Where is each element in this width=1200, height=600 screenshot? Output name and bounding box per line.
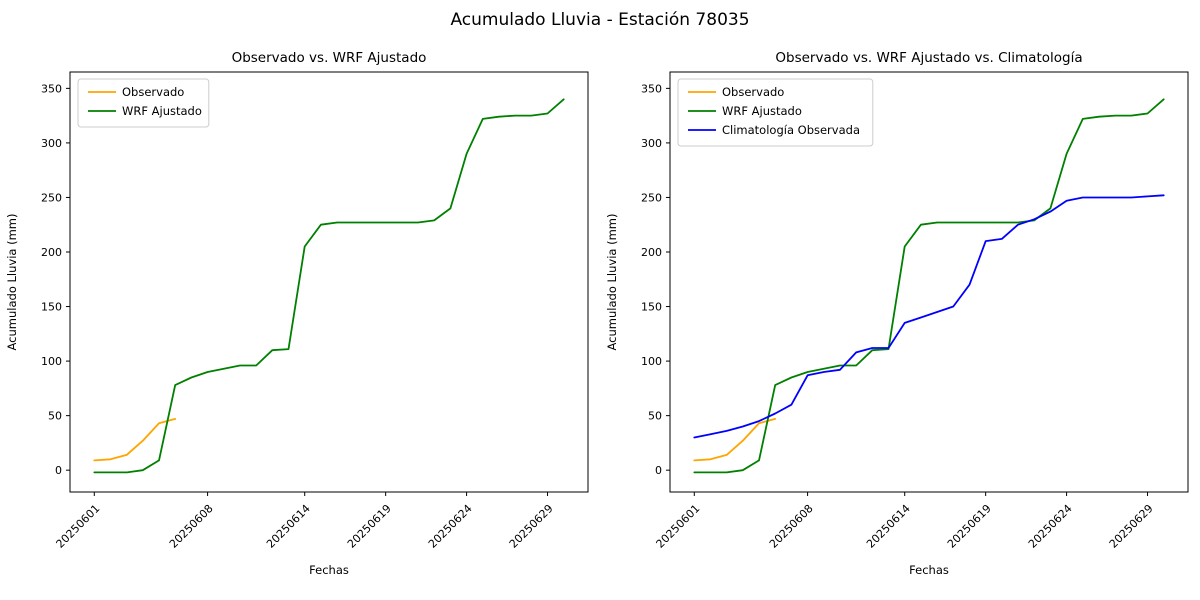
y-tick-label: 350 (41, 82, 62, 95)
x-tick-label: 20250629 (1107, 502, 1156, 551)
y-tick-label: 150 (41, 301, 62, 314)
x-tick-label: 20250629 (507, 502, 556, 551)
legend-box (77, 78, 210, 128)
series-line-climatolog-a-observada (693, 194, 1165, 439)
series-line-observado (93, 418, 177, 462)
x-tick-label: 20250614 (864, 502, 913, 551)
y-tick-label: 250 (641, 191, 662, 204)
y-tick-label: 200 (641, 246, 662, 259)
x-tick-label: 20250624 (426, 502, 475, 551)
legend-label: Observado (122, 85, 184, 99)
y-tick-label: 300 (41, 137, 62, 150)
chart-observado-vs-wrf-vs-climatologia: Observado vs. WRF Ajustado vs. Climatolo… (605, 50, 1189, 577)
series-line-wrf-ajustado (93, 98, 565, 474)
y-axis-label: Acumulado Lluvia (mm) (5, 214, 19, 351)
y-tick-label: 0 (55, 464, 62, 477)
chart-observado-vs-wrf: Observado vs. WRF Ajustado 0 50 100 150 200 25… (5, 50, 589, 577)
y-tick-label: 50 (48, 410, 62, 423)
legend-label: WRF Ajustado (122, 104, 202, 118)
axes-frame (69, 71, 589, 493)
y-axis-label: Acumulado Lluvia (mm) (605, 214, 619, 351)
legend-box (677, 78, 874, 147)
y-tick-label: 50 (648, 410, 662, 423)
x-tick-label: 20250608 (167, 502, 216, 551)
y-tick-label: 300 (641, 137, 662, 150)
legend-label: Climatología Observada (722, 123, 860, 137)
subplot-title: Observado vs. WRF Ajustado (232, 50, 427, 66)
x-axis-label: Fechas (309, 563, 349, 577)
legend-label: Observado (722, 85, 784, 99)
y-tick-label: 100 (41, 355, 62, 368)
x-tick-label: 20250614 (264, 502, 313, 551)
x-tick-label: 20250624 (1026, 502, 1075, 551)
y-tick-label: 100 (641, 355, 662, 368)
x-tick-label: 20250619 (945, 502, 994, 551)
subplot-title: Observado vs. WRF Ajustado vs. Climatolo… (775, 50, 1082, 66)
x-tick-label: 20250619 (345, 502, 394, 551)
x-tick-label: 20250608 (767, 502, 816, 551)
y-tick-label: 200 (41, 246, 62, 259)
series-line-observado (693, 418, 777, 462)
y-tick-label: 150 (641, 301, 662, 314)
axes-frame (669, 71, 1189, 493)
series-line-wrf-ajustado (693, 98, 1165, 474)
figure-title: Acumulado Lluvia - Estación 78035 (450, 10, 750, 30)
y-tick-label: 350 (641, 82, 662, 95)
y-tick-label: 250 (41, 191, 62, 204)
legend-label: WRF Ajustado (722, 104, 802, 118)
x-axis-label: Fechas (909, 563, 949, 577)
x-tick-label: 20250601 (654, 502, 703, 551)
y-tick-label: 0 (655, 464, 662, 477)
x-tick-label: 20250601 (54, 502, 103, 551)
